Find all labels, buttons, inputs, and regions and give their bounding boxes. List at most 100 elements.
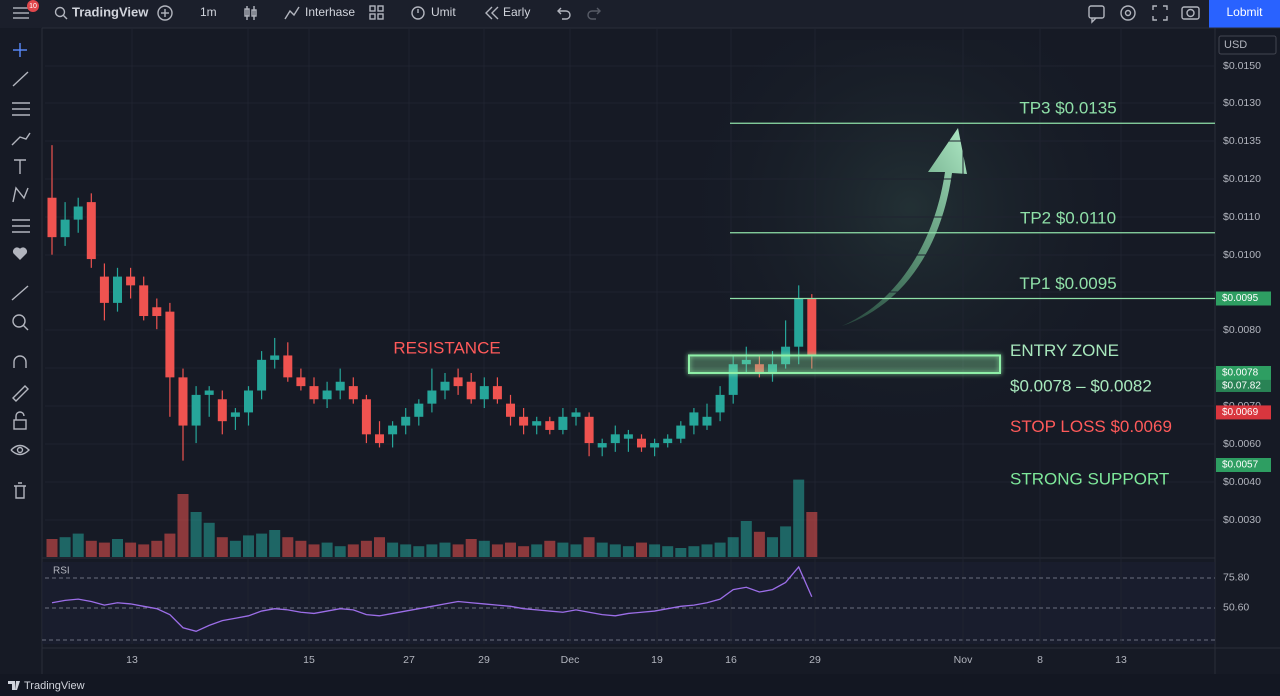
interval[interactable]: 1m [200,5,217,19]
volume-bar [203,522,215,557]
volume-bar [727,537,739,557]
candle-body [204,390,214,395]
redo[interactable] [587,7,601,20]
chat-icon[interactable] [1088,5,1105,24]
publish-label[interactable]: Lobmit [1226,5,1263,19]
volume-bar [269,530,281,557]
price-tag-label: $0.0095 [1222,293,1259,304]
volume-bar [59,537,71,557]
volume-bar [151,540,163,557]
candle-body [217,399,227,422]
level-label: STRONG SUPPORT [1010,469,1169,488]
volume-bar [400,544,412,557]
candle-body [309,386,319,400]
entry-zone-range: $0.0078 – $0.0082 [1010,376,1152,395]
volume-bar [740,521,752,557]
snapshot-icon[interactable] [1181,6,1200,20]
time-label: 15 [303,654,315,666]
volume-bar [360,540,372,557]
candle-body [375,434,384,444]
candle-body [414,403,424,417]
level-label: TP3 $0.0135 [1019,99,1116,118]
level-label: RESISTANCE [393,339,500,358]
volume-bar [72,533,84,557]
price-tag-label: $0.0078 [1222,368,1259,379]
candle-body [348,386,358,400]
price-label: $0.0100 [1223,249,1261,261]
menu-icon[interactable] [13,7,29,19]
candle-body [715,394,725,413]
volume-bar [780,526,792,557]
candle-body [427,390,437,404]
drawing-tools[interactable] [10,43,31,499]
search-icon[interactable] [54,6,68,20]
toolbar-item[interactable]: Umit [431,5,456,19]
candle-body [257,359,267,391]
time-label: 29 [478,654,490,666]
alert-icon[interactable] [411,6,425,20]
settings-icon[interactable] [1120,5,1136,21]
level-label: STOP LOSS $0.0069 [1010,417,1172,436]
volume-bar [622,546,634,557]
candle-body [178,377,188,426]
level-label: TP2 $0.0110 [1020,208,1116,227]
notification-badge [27,0,39,12]
candle-body [296,377,306,387]
footer-logo [8,681,20,690]
volume-bar [596,542,608,557]
time-label: 16 [725,654,737,666]
toolbar-item[interactable]: Early [503,5,530,19]
candle-body [361,399,371,435]
candle-body [558,416,568,430]
fullscreen-icon[interactable] [1152,5,1168,21]
candle-body [637,438,646,448]
chart-type[interactable] [244,6,257,20]
entry-zone [688,354,1001,374]
volume-bar [478,540,490,557]
time-label: 27 [403,654,415,666]
publish-button[interactable] [1209,0,1280,28]
volume-bar [334,546,346,557]
volume-bar [583,537,595,557]
volume-bar [491,544,503,557]
volume-bar [256,533,268,557]
rsi-pane [42,562,1215,644]
volume-bar [243,535,254,557]
toolbar-item[interactable]: Interhase [305,5,355,19]
add-symbol[interactable] [157,5,173,21]
candle-body [506,403,515,417]
rsi-title: RSI [53,566,70,577]
volume-bar [413,546,425,557]
logo[interactable]: TradingView [72,4,149,19]
price-tag-label: $0.0069 [1222,407,1259,418]
candle-body [139,285,149,317]
volume-bar [98,542,110,557]
candle-body [152,307,162,317]
layout-icon[interactable] [369,5,384,20]
candle-body [571,412,581,417]
price-tag-sub [1216,379,1271,392]
volume-bar [753,531,765,557]
indicators-icon[interactable] [284,6,300,20]
candle-body [492,386,502,400]
price-label: $0.0150 [1223,60,1261,72]
candle-body [466,381,476,400]
time-label: Dec [561,654,580,666]
volume-bar [452,544,464,557]
time-label: 13 [126,654,138,666]
volume-bar [649,544,661,557]
currency-box[interactable] [1218,35,1277,55]
candle-body [479,386,489,400]
rsi-line [51,565,813,632]
replay-icon[interactable] [485,6,499,20]
candle-body [610,434,620,444]
candle-body [597,443,607,448]
volume-bar [177,494,189,557]
time-label: Nov [954,654,973,666]
price-tag [1216,365,1271,380]
undo[interactable] [557,7,571,20]
candle-body [230,412,240,417]
volume-bar [347,544,359,557]
currency[interactable]: USD [1224,39,1247,51]
